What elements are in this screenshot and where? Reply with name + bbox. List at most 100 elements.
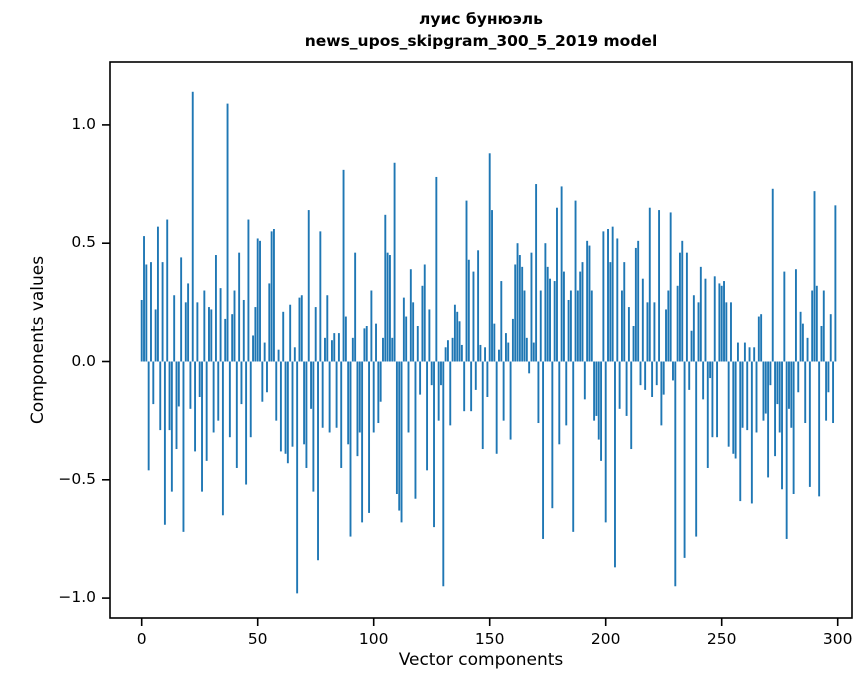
bar xyxy=(400,361,403,523)
bar xyxy=(451,337,454,362)
bar xyxy=(484,347,487,362)
bar xyxy=(319,231,322,362)
bar xyxy=(595,361,598,416)
bar xyxy=(764,361,767,414)
bar xyxy=(474,361,477,390)
bar xyxy=(166,219,169,362)
bar xyxy=(231,314,234,362)
bar xyxy=(409,269,412,362)
bar xyxy=(709,361,712,379)
bar xyxy=(284,361,287,454)
bar xyxy=(305,361,308,468)
bar xyxy=(704,278,707,362)
bar xyxy=(344,316,347,362)
bar xyxy=(189,361,192,409)
bar xyxy=(205,361,208,461)
bar xyxy=(736,342,739,362)
bar xyxy=(430,361,433,386)
bar xyxy=(233,290,236,362)
bar xyxy=(811,290,814,362)
bar xyxy=(472,271,475,362)
bar xyxy=(145,264,148,362)
bar xyxy=(748,347,751,362)
bar xyxy=(470,361,473,412)
bar xyxy=(477,250,480,362)
bar xyxy=(669,212,672,362)
bar xyxy=(259,240,261,362)
bar xyxy=(730,302,732,362)
bar xyxy=(291,361,294,447)
bar xyxy=(799,311,802,362)
bar xyxy=(296,361,299,594)
bar xyxy=(412,302,415,362)
bar xyxy=(806,337,809,362)
x-tick-label: 100 xyxy=(358,630,389,648)
bar xyxy=(641,278,644,362)
bar xyxy=(511,318,514,362)
bar xyxy=(486,361,489,397)
bar xyxy=(794,269,797,362)
bar xyxy=(488,153,491,362)
bar xyxy=(226,103,229,362)
bar xyxy=(493,323,496,362)
bar xyxy=(711,361,714,438)
bar xyxy=(521,266,524,362)
bar xyxy=(808,361,811,487)
bar xyxy=(446,340,449,362)
bar xyxy=(314,307,317,362)
bar xyxy=(607,229,609,362)
x-tick-label: 0 xyxy=(136,630,147,648)
bar xyxy=(463,361,466,412)
bar xyxy=(152,361,155,405)
bar xyxy=(727,361,730,447)
bar xyxy=(586,240,589,362)
y-tick-label: 0.5 xyxy=(71,233,96,252)
bar xyxy=(834,205,837,362)
bar xyxy=(491,210,493,362)
bar xyxy=(182,361,185,532)
chart-title-line1: луис бунюэль xyxy=(419,10,543,28)
chart-title-line2: news_upos_skipgram_300_5_2019 model xyxy=(304,32,658,50)
bar xyxy=(757,316,760,362)
bar xyxy=(576,290,579,362)
bar xyxy=(688,361,691,390)
bar xyxy=(351,337,354,362)
bar xyxy=(498,349,500,362)
bar xyxy=(639,361,642,386)
bar xyxy=(502,361,505,421)
bar xyxy=(723,281,725,362)
axes-spines xyxy=(109,61,853,619)
bar xyxy=(820,326,823,362)
bar xyxy=(286,361,289,464)
bar xyxy=(156,226,159,362)
bar xyxy=(562,271,565,362)
y-tick-label: −0.5 xyxy=(58,469,96,488)
bar xyxy=(553,281,556,362)
bar xyxy=(822,290,825,362)
y-axis-label: Components values xyxy=(28,255,48,425)
bar xyxy=(746,361,749,431)
bar xyxy=(495,361,498,454)
bar xyxy=(567,299,570,362)
bar xyxy=(762,361,765,421)
bar xyxy=(335,361,338,428)
bar xyxy=(597,361,600,440)
bar xyxy=(648,207,651,362)
bar xyxy=(163,361,166,525)
bar xyxy=(706,361,709,468)
bar xyxy=(407,361,410,433)
bar xyxy=(175,361,178,450)
bar xyxy=(398,361,401,511)
bar xyxy=(827,361,830,393)
bar xyxy=(140,299,143,362)
bar xyxy=(813,191,816,362)
bar xyxy=(293,347,296,362)
bar xyxy=(426,361,429,471)
bar xyxy=(240,361,243,405)
bar xyxy=(660,361,663,426)
bar xyxy=(391,337,394,362)
bar xyxy=(778,361,781,433)
bar xyxy=(720,285,723,362)
bar xyxy=(266,361,268,393)
bar xyxy=(788,361,790,409)
